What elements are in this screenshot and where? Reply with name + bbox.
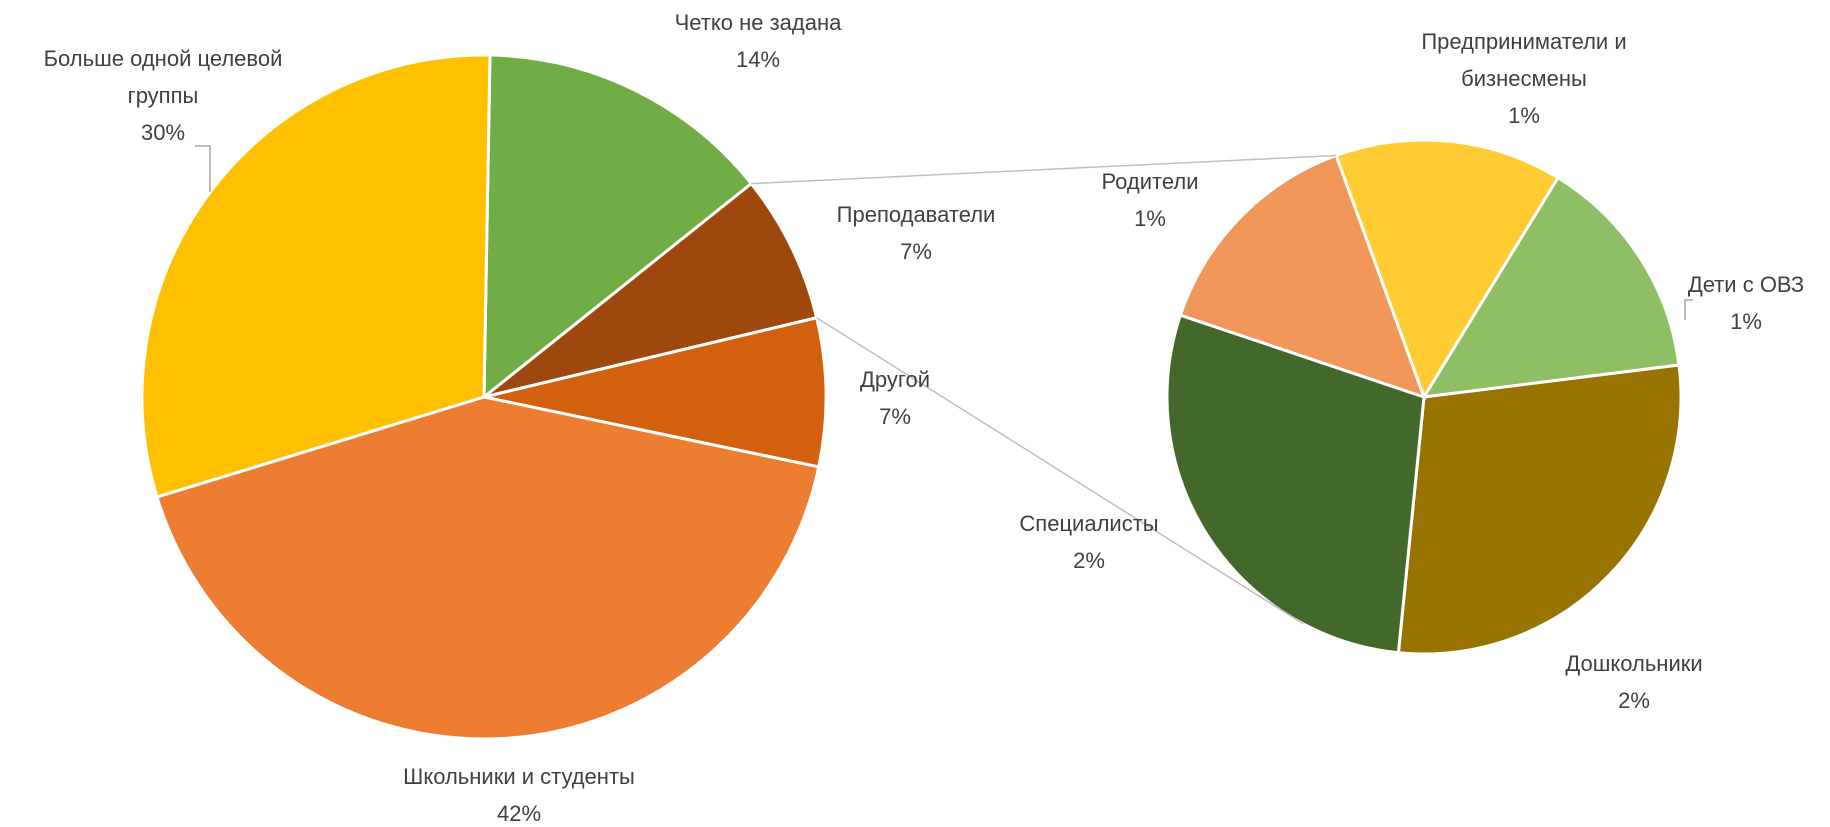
category-name: Родители	[1101, 169, 1199, 194]
category-name: Больше одной целевой группы	[43, 46, 283, 108]
data-label: Школьники и студенты 42%	[403, 758, 635, 827]
data-label: Родители 1%	[1101, 163, 1198, 237]
pie-slice	[1421, 175, 1681, 399]
category-name: Преподаватели	[836, 202, 996, 227]
pie-slice	[1165, 313, 1426, 655]
data-label: Дошкольники 2%	[1565, 645, 1702, 719]
value-label: 1%	[1730, 309, 1762, 334]
category-name: Другой	[860, 367, 930, 392]
category-name: Дети с ОВЗ	[1687, 272, 1805, 297]
value-label: 30%	[140, 120, 186, 145]
pie-slice	[482, 53, 754, 401]
category-name: Четко не задана	[674, 10, 842, 35]
leader-line	[1684, 299, 1693, 320]
pie-slice	[483, 181, 819, 399]
value-label: 7%	[879, 404, 911, 429]
data-label: Четко не задана 14%	[675, 4, 842, 78]
connector-line	[816, 317, 1304, 625]
value-label: 7%	[900, 239, 932, 264]
category-name: Специалисты	[1019, 511, 1159, 536]
category-name: Школьники и студенты	[403, 764, 635, 789]
data-label: Другой 7%	[860, 361, 930, 435]
value-label: 1%	[1134, 206, 1166, 231]
pie-slice	[1396, 363, 1683, 656]
leader-line	[195, 145, 211, 192]
value-label: 42%	[496, 801, 542, 826]
pie-slice	[483, 315, 828, 469]
value-label: 1%	[1508, 103, 1540, 128]
connector-line	[751, 154, 1337, 185]
data-label: Преподаватели 7%	[837, 196, 996, 270]
data-label: Специалисты 2%	[1019, 505, 1158, 579]
value-label: 2%	[1073, 548, 1105, 573]
category-name: Предприниматели и бизнесмены	[1421, 29, 1627, 91]
pie-slice	[1178, 153, 1427, 400]
pie-slice	[1334, 138, 1561, 401]
category-name: Дошкольники	[1565, 651, 1703, 676]
data-label: Больше одной целевой группы 30%	[28, 40, 298, 151]
pie-slice	[155, 395, 821, 741]
data-label: Предприниматели и бизнесмены 1%	[1414, 23, 1634, 134]
value-label: 14%	[735, 47, 781, 72]
data-label: Дети с ОВЗ 1%	[1688, 266, 1804, 340]
value-label: 2%	[1618, 688, 1650, 713]
pie-slice	[140, 53, 492, 499]
